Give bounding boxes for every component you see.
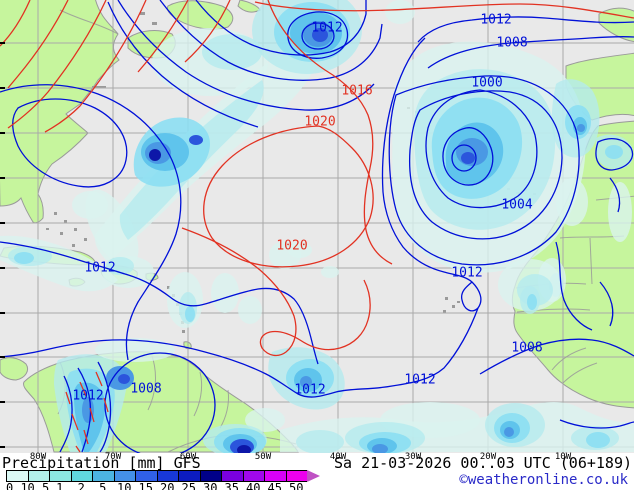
- legend-title: Precipitation [mm] GFS: [2, 454, 201, 472]
- scale-color-box: [178, 470, 200, 482]
- precip-color-scale: [6, 470, 320, 482]
- scale-color-box: [135, 470, 157, 482]
- pressure-label: 1012: [294, 382, 326, 398]
- scale-value: 35: [224, 481, 239, 490]
- longitude-label: 70W: [104, 452, 122, 462]
- scale-color-box: [70, 470, 92, 482]
- longitude-label: 10W: [554, 452, 572, 462]
- scale-value: 25: [181, 481, 196, 490]
- latitude-tick: [0, 87, 5, 89]
- latitude-tick: [0, 446, 5, 448]
- latitude-tick: [0, 222, 5, 224]
- map-canvas: 1012 1012 1008 1000 1004 1016 1020 1020 1012 1012…: [0, 0, 634, 453]
- pressure-label: 1012: [480, 12, 512, 28]
- precip-layer: [0, 0, 634, 453]
- longitude-label: 30W: [404, 452, 422, 462]
- scale-value: 2: [77, 481, 85, 490]
- longitude-label: 80W: [29, 452, 47, 462]
- scale-color-box: [49, 470, 71, 482]
- scale-value: 30: [203, 481, 218, 490]
- longitude-label: 60W: [179, 452, 197, 462]
- scale-color-box: [264, 470, 286, 482]
- scale-value: 40: [246, 481, 261, 490]
- pressure-label: 1012: [451, 265, 483, 281]
- latitude-tick: [0, 312, 5, 314]
- latitude-tick: [0, 42, 5, 44]
- pressure-label: 1008: [496, 35, 528, 51]
- pressure-label: 1008: [511, 340, 543, 356]
- latitude-tick: [0, 267, 5, 269]
- longitude-label: 20W: [479, 452, 497, 462]
- legend-bar: Precipitation [mm] GFS Sa 21-03-2026 00.…: [0, 453, 634, 490]
- scale-value: 20: [160, 481, 175, 490]
- scale-color-box: [156, 470, 178, 482]
- pressure-label: 1016: [341, 83, 373, 99]
- valid-time-label: Sa 21-03-2026 00..03 UTC (06+189): [333, 454, 632, 472]
- precip-scale-values: 0.1 0.5 1 2 5 10 15 20 25 30 35 40 45 50: [6, 481, 326, 490]
- scale-value: 50: [289, 481, 304, 490]
- latitude-tick: [0, 132, 5, 134]
- scale-value: 0.1: [6, 481, 28, 490]
- map-svg: [0, 0, 634, 453]
- pressure-label: 1008: [130, 381, 162, 397]
- isobar-blue-layer: [0, 0, 634, 453]
- isobar-red-layer: [0, 0, 634, 453]
- pressure-label: 1012: [311, 20, 343, 36]
- pressure-label: 1012: [72, 388, 104, 404]
- latitude-tick: [0, 177, 5, 179]
- longitude-label: 50W: [254, 452, 272, 462]
- longitude-label: 40W: [329, 452, 347, 462]
- scale-value: 5: [99, 481, 107, 490]
- latitude-tick: [0, 401, 5, 403]
- scale-value: 0.5: [27, 481, 50, 490]
- scale-color-box: [285, 470, 307, 482]
- pressure-label: 1020: [276, 238, 308, 254]
- scale-color-box: [27, 470, 49, 482]
- pressure-label: 1012: [84, 260, 116, 276]
- scale-value: 1: [56, 481, 64, 490]
- pressure-label: 1004: [501, 197, 533, 213]
- latitude-tick: [0, 356, 5, 358]
- scale-value: 15: [138, 481, 153, 490]
- copyright-link[interactable]: ©weatheronline.co.uk: [459, 472, 628, 488]
- pressure-label: 1000: [471, 75, 503, 91]
- scale-color-box: [199, 470, 221, 482]
- pressure-label: 1012: [404, 372, 436, 388]
- scale-value: 45: [267, 481, 282, 490]
- pressure-label: 1020: [304, 114, 336, 130]
- scale-color-box: [221, 470, 243, 482]
- scale-color-box: [242, 470, 264, 482]
- scale-arrow-icon: [307, 470, 320, 482]
- scale-color-box: [92, 470, 114, 482]
- scale-value: 10: [117, 481, 132, 490]
- scale-color-box: [113, 470, 135, 482]
- scale-color-box: [6, 470, 28, 482]
